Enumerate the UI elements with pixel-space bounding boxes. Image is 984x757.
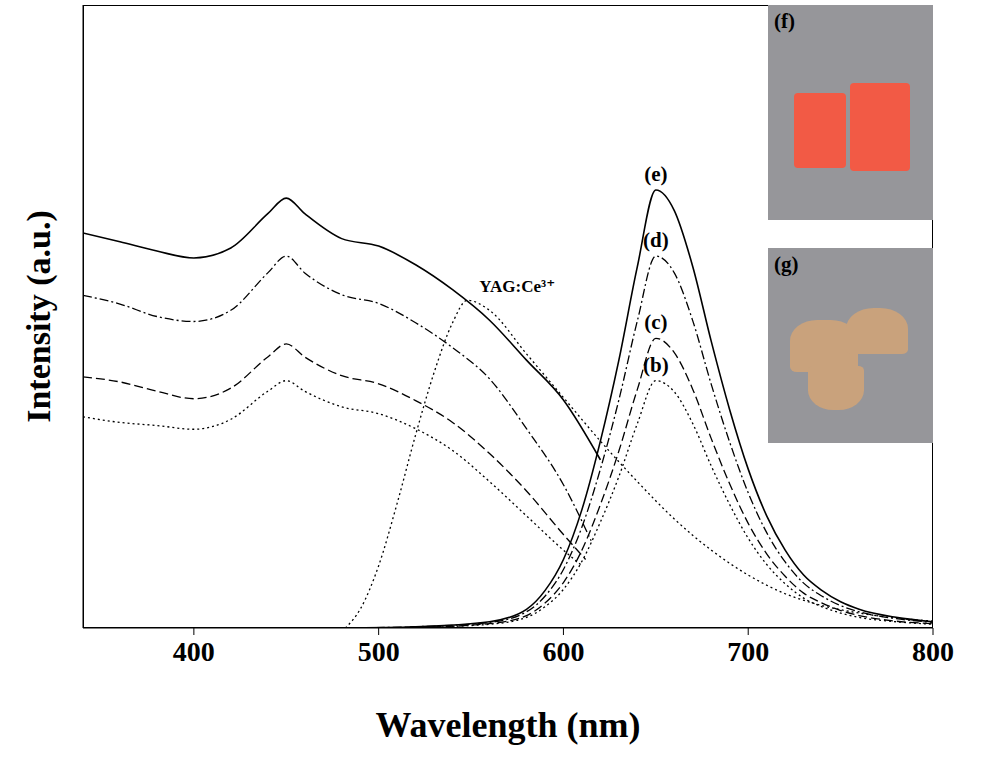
svg-text:Wavelength (nm): Wavelength (nm) bbox=[376, 705, 641, 745]
svg-text:600: 600 bbox=[542, 636, 584, 667]
svg-text:(b): (b) bbox=[643, 353, 669, 377]
svg-text:(d): (d) bbox=[643, 228, 669, 252]
svg-text:700: 700 bbox=[727, 636, 769, 667]
svg-text:(c): (c) bbox=[644, 310, 667, 334]
svg-text:YAG:Ce³⁺: YAG:Ce³⁺ bbox=[479, 277, 555, 296]
html-text:(f): (f) bbox=[774, 9, 795, 33]
svg-text:Intensity (a.u.): Intensity (a.u.) bbox=[20, 210, 58, 423]
svg-text:800: 800 bbox=[912, 636, 954, 667]
svg-text:400: 400 bbox=[173, 636, 215, 667]
svg-text:500: 500 bbox=[358, 636, 400, 667]
html-text:(g): (g) bbox=[774, 252, 799, 276]
svg-text:(e): (e) bbox=[644, 162, 667, 186]
